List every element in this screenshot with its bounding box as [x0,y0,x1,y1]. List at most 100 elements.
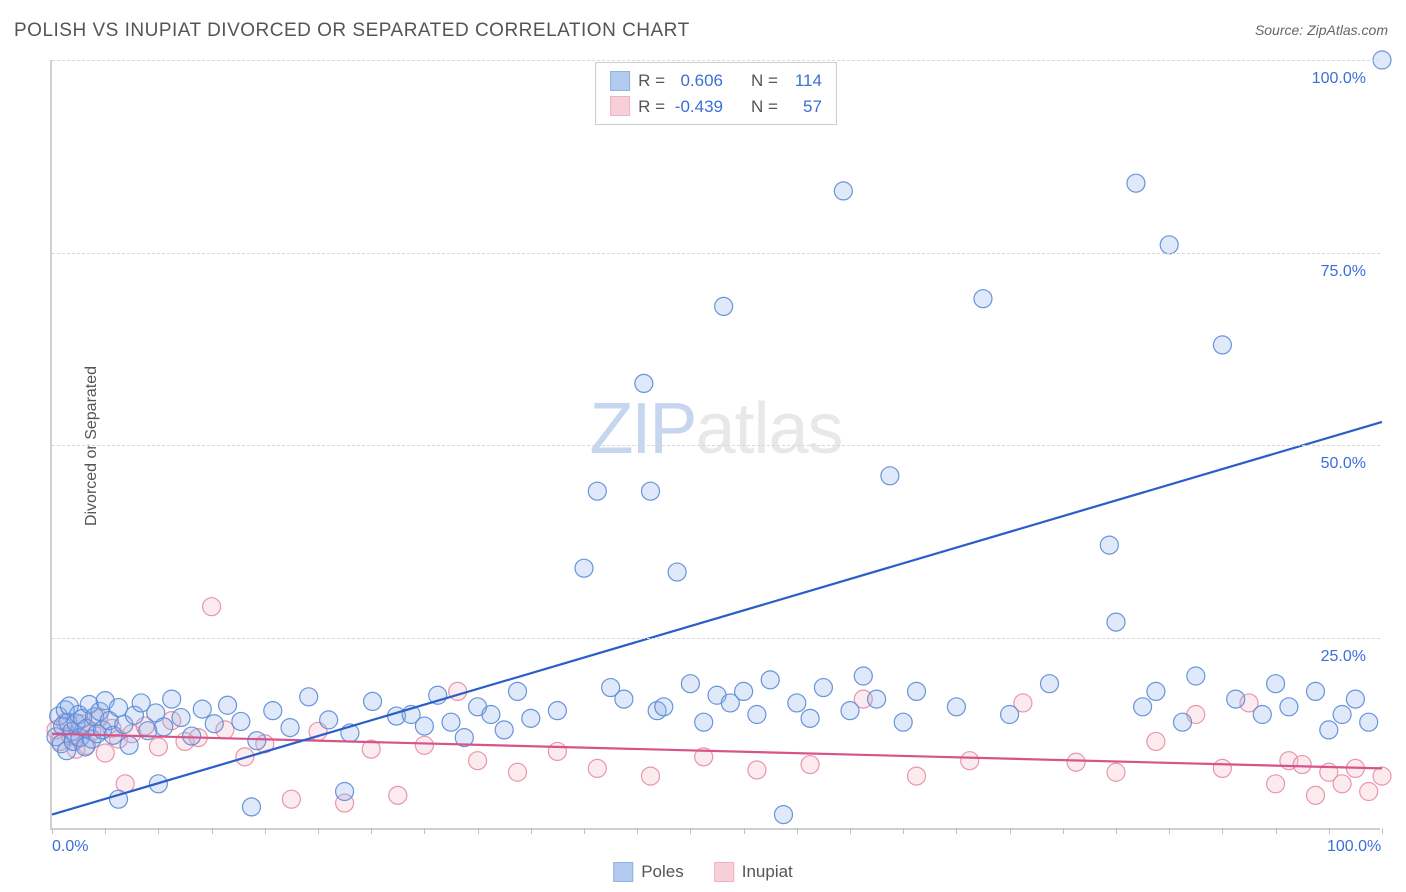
gridline [52,253,1380,254]
r-label: R = [638,94,665,120]
inupiat-point [1067,753,1085,771]
x-tick [903,828,904,834]
poles-point [193,700,211,718]
poles-point [642,482,660,500]
plot-area: ZIPatlas R =0.606N =114R =-0.439N =57 25… [50,60,1380,830]
poles-point [300,688,318,706]
poles-trendline [52,422,1382,815]
inupiat-point [908,767,926,785]
inupiat-point [469,752,487,770]
x-tick [1329,828,1330,834]
x-tick [1010,828,1011,834]
poles-swatch [610,71,630,91]
x-tick [212,828,213,834]
x-tick [1276,828,1277,834]
x-tick [1222,828,1223,834]
x-tick [424,828,425,834]
inupiat-point [1293,756,1311,774]
poles-point [482,706,500,724]
poles-point [1227,690,1245,708]
poles-point [715,297,733,315]
poles-point [761,671,779,689]
inupiat-point [1147,732,1165,750]
poles-point [1346,690,1364,708]
x-tick [1063,828,1064,834]
source-name: ZipAtlas.com [1307,22,1388,38]
inupiat-point [801,756,819,774]
poles-point [548,702,566,720]
poles-point [509,682,527,700]
poles-point [248,732,266,750]
poles-point [522,709,540,727]
poles-point [1320,721,1338,739]
poles-point [120,736,138,754]
inupiat-point [961,752,979,770]
x-tick [690,828,691,834]
poles-point [1333,706,1351,724]
poles-point [894,713,912,731]
poles-point [974,290,992,308]
n-label: N = [751,68,778,94]
poles-point [814,679,832,697]
poles-point [788,694,806,712]
x-tick [956,828,957,834]
poles-point [163,690,181,708]
poles-point [681,675,699,693]
poles-point [232,712,250,730]
poles-n-value: 114 [786,68,822,94]
x-tick [584,828,585,834]
legend-item-inupiat: Inupiat [714,862,793,882]
y-tick-label: 75.0% [1321,263,1366,281]
poles-point [748,706,766,724]
poles-point [1307,682,1325,700]
inupiat-point [1360,783,1378,801]
x-tick [265,828,266,834]
inupiat-point [748,761,766,779]
poles-point [868,690,886,708]
chart-title: POLISH VS INUPIAT DIVORCED OR SEPARATED … [14,20,690,42]
poles-point [841,702,859,720]
gridline [52,638,1380,639]
poles-point [1253,706,1271,724]
poles-point [1213,336,1231,354]
poles-point [834,182,852,200]
x-tick [52,828,53,834]
legend-stat-row-poles: R =0.606N =114 [610,68,822,94]
x-tick [1169,828,1170,834]
poles-point [1041,675,1059,693]
poles-point [695,713,713,731]
poles-point [881,467,899,485]
legend-series: Poles Inupiat [613,862,793,882]
inupiat-point [203,598,221,616]
inupiat-point [389,786,407,804]
poles-point [635,374,653,392]
inupiat-point [548,742,566,760]
poles-point [1100,536,1118,554]
poles-legend-label: Poles [641,862,684,882]
poles-point [801,709,819,727]
poles-swatch-icon [613,862,633,882]
r-label: R = [638,68,665,94]
source-attribution: Source: ZipAtlas.com [1255,22,1388,38]
x-tick [478,828,479,834]
poles-point [588,482,606,500]
inupiat-swatch-icon [714,862,734,882]
inupiat-point [588,759,606,777]
x-tick [318,828,319,834]
x-tick [797,828,798,834]
x-tick [637,828,638,834]
poles-point [655,698,673,716]
poles-point [1147,682,1165,700]
poles-point [1127,174,1145,192]
poles-point [219,696,237,714]
poles-point [1107,613,1125,631]
poles-point [110,699,128,717]
x-tick [371,828,372,834]
poles-point [442,713,460,731]
inupiat-r-value: -0.439 [673,94,723,120]
poles-point [172,709,190,727]
inupiat-point [282,790,300,808]
inupiat-point [415,736,433,754]
poles-point [155,718,173,736]
poles-point [575,559,593,577]
